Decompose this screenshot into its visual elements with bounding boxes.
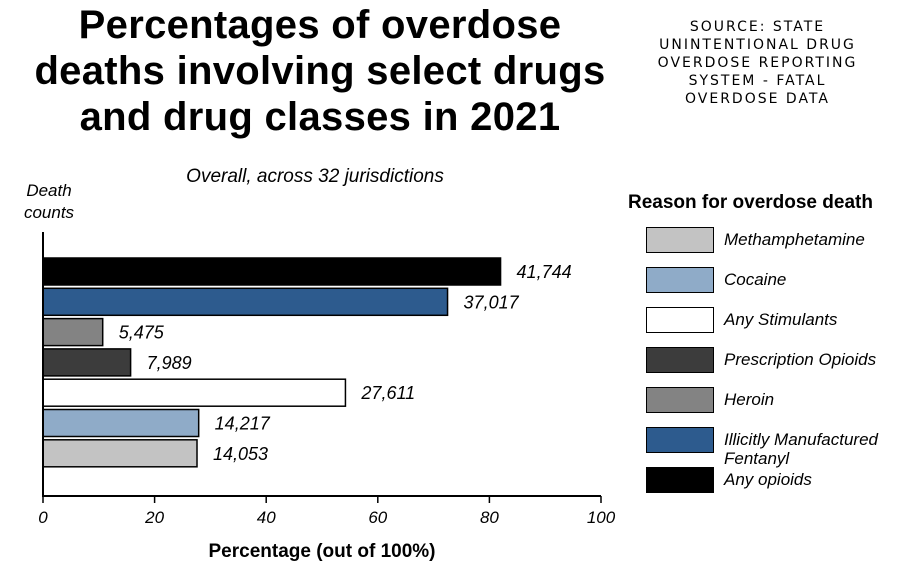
x-tick-label: 20 <box>144 508 164 527</box>
legend-swatch <box>646 467 714 493</box>
legend-item: Any Stimulants <box>646 306 896 336</box>
legend-label: Cocaine <box>724 270 787 289</box>
x-tick-label: 60 <box>368 508 387 527</box>
legend-swatch <box>646 347 714 373</box>
source-note: SOURCE: STATE UNINTENTIONAL DRUG OVERDOS… <box>657 19 858 107</box>
bar-cocaine <box>42 408 200 438</box>
legend-swatch <box>646 387 714 413</box>
bar-heroin <box>42 317 104 347</box>
bar-value-label: 14,217 <box>215 414 271 434</box>
x-tick-label: 100 <box>587 508 616 527</box>
chart-subtitle: Overall, across 32 jurisdictions <box>186 166 444 187</box>
x-ticks-layer: 0 20 40 60 80 100 <box>38 496 616 527</box>
legend-label: Any opioids <box>724 470 812 489</box>
bar-methamphetamine <box>42 439 198 468</box>
bar-value-label: 37,017 <box>464 292 520 312</box>
x-tick-label: 0 <box>38 508 48 527</box>
bar-value-label: 27,611 <box>360 383 415 403</box>
legend-item: Cocaine <box>646 266 896 296</box>
legend-label: Any Stimulants <box>724 310 838 329</box>
bar-any-stimulants <box>42 378 347 407</box>
x-tick-label: 40 <box>257 508 276 527</box>
x-axis-label: Percentage (out of 100%) <box>209 541 436 562</box>
legend-swatch <box>646 227 714 253</box>
legend-label: Methamphetamine <box>724 230 865 249</box>
legend-label: Heroin <box>724 390 775 409</box>
bar-value-label: 7,989 <box>147 353 192 373</box>
legend-label: Prescription Opioids <box>724 350 877 369</box>
legend-item: Methamphetamine <box>646 226 896 256</box>
legend-swatch <box>646 267 714 293</box>
bar-value-label: 41,744 <box>517 262 572 282</box>
value-labels-layer: 41,744 37,017 5,475 7,989 27,611 14,217 14,053 <box>119 262 572 464</box>
legend-swatch <box>646 307 714 333</box>
legend-item: Any opioids <box>646 466 896 496</box>
chart-title: Percentages of overdose deaths involving… <box>34 3 606 139</box>
bar-illicitly-manufactured-fentanyl <box>42 287 449 317</box>
bar-value-label: 14,053 <box>213 444 268 464</box>
legend-item: Illicitly Manufactured Fentanyl <box>646 426 896 468</box>
legend: Methamphetamine Cocaine Any Stimulants Pres… <box>646 226 896 506</box>
y-axis-label: Death counts <box>23 181 75 222</box>
bars-layer <box>42 257 502 468</box>
bar-value-label: 5,475 <box>119 323 165 343</box>
x-tick-label: 80 <box>480 508 499 527</box>
bar-any-opioids <box>42 257 502 286</box>
legend-item: Heroin <box>646 386 896 416</box>
legend-title: Reason for overdose death <box>628 192 873 213</box>
legend-item: Prescription Opioids <box>646 346 896 376</box>
legend-swatch <box>646 427 714 453</box>
bar-chart: 41,744 37,017 5,475 7,989 27,611 14,217 14,053… <box>38 232 616 562</box>
bar-prescription-opioids <box>42 348 132 377</box>
legend-label: Illicitly Manufactured Fentanyl <box>724 430 879 468</box>
